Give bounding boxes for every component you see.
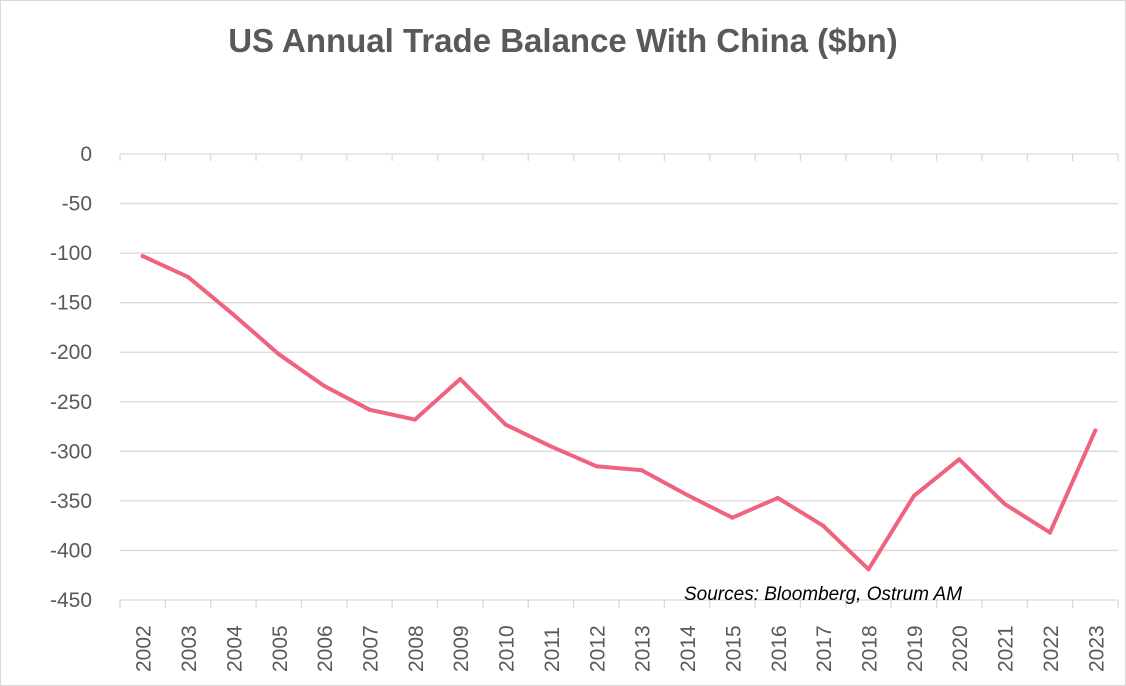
y-tick-label: -50 (62, 193, 92, 216)
x-tick-label: 2002 (133, 625, 156, 672)
data-point (1093, 428, 1098, 433)
data-point (866, 567, 871, 572)
data-point (367, 407, 372, 412)
x-tick-label: 2023 (1085, 625, 1108, 672)
chart-title: US Annual Trade Balance With China ($bn) (228, 22, 898, 59)
data-point (957, 457, 962, 462)
data-point (186, 274, 191, 279)
data-point (276, 352, 281, 357)
series-group (140, 254, 1098, 572)
x-tick-label: 2009 (450, 625, 473, 672)
data-point (639, 468, 644, 473)
data-point (911, 493, 916, 498)
x-tick-label: 2017 (813, 625, 836, 672)
data-point (503, 422, 508, 427)
y-tick-label: -150 (50, 292, 92, 315)
x-tick-label: 2013 (632, 625, 655, 672)
data-point (594, 464, 599, 469)
x-axis-tick-labels: 2002 2003 2004 2005 2006 2007 2008 2009 2010 2011… (133, 625, 1109, 672)
x-tick-label: 2007 (360, 625, 383, 672)
y-axis-tick-labels: 0 -50 -100 -150 -200 -250 -300 -350 -400 -450 (50, 143, 92, 612)
sources-annotation: Sources: Bloomberg, Ostrum AM (684, 584, 962, 605)
x-tick-label: 2022 (1040, 625, 1063, 672)
data-point (1047, 530, 1052, 535)
x-tick-label: 2010 (496, 625, 519, 672)
y-tick-label: 0 (80, 143, 92, 166)
x-tick-label: 2006 (314, 625, 337, 672)
data-point (685, 492, 690, 497)
data-point (775, 495, 780, 500)
y-tick-label: -200 (50, 341, 92, 364)
data-point (548, 444, 553, 449)
x-tick-label: 2018 (859, 625, 882, 672)
x-tick-label: 2020 (949, 625, 972, 672)
data-point (821, 523, 826, 528)
x-tick-label: 2003 (178, 625, 201, 672)
x-tick-label: 2012 (586, 625, 609, 672)
data-point (322, 383, 327, 388)
data-point (140, 254, 145, 259)
data-point (412, 417, 417, 422)
y-tick-label: -450 (50, 589, 92, 612)
y-tick-label: -400 (50, 539, 92, 562)
x-tick-label: 2021 (995, 625, 1018, 672)
gridlines (119, 153, 1119, 608)
data-point (458, 376, 463, 381)
data-point (730, 515, 735, 520)
y-tick-label: -300 (50, 440, 92, 463)
y-tick-label: -250 (50, 391, 92, 414)
y-tick-label: -100 (50, 242, 92, 265)
x-tick-label: 2004 (223, 625, 246, 672)
x-tick-label: 2015 (722, 625, 745, 672)
y-tick-label: -350 (50, 490, 92, 513)
data-point (1002, 501, 1007, 506)
data-point (231, 312, 236, 317)
x-tick-label: 2016 (768, 625, 791, 672)
series-line (140, 254, 1098, 572)
x-tick-label: 2005 (269, 625, 292, 672)
x-tick-label: 2008 (405, 625, 428, 672)
x-tick-label: 2014 (677, 625, 700, 672)
x-tick-label: 2011 (541, 627, 564, 672)
x-tick-label: 2019 (904, 625, 927, 672)
